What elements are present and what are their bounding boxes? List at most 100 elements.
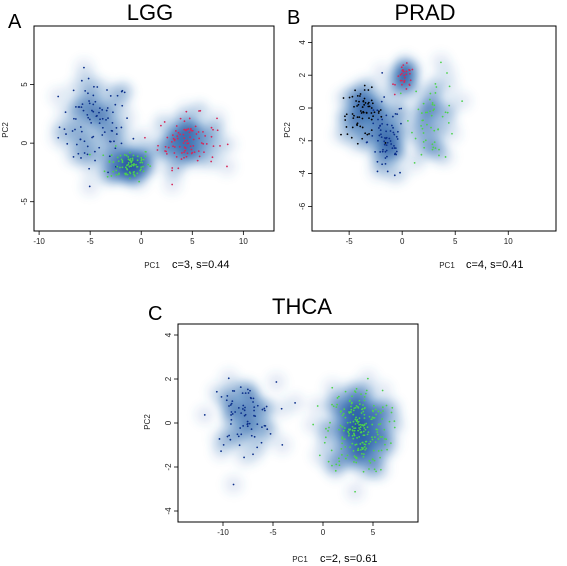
x-tick-label: 5 xyxy=(453,237,458,246)
x-tick-label: -5 xyxy=(87,237,95,246)
data-point xyxy=(379,411,382,414)
data-point xyxy=(396,138,399,140)
data-point xyxy=(101,134,104,136)
y-axis-label-c: PC2 xyxy=(143,414,152,430)
data-point xyxy=(112,161,115,163)
data-point xyxy=(183,128,186,131)
data-point xyxy=(264,424,267,427)
data-point xyxy=(355,456,358,459)
data-point xyxy=(377,118,379,121)
data-point xyxy=(80,130,83,133)
data-point xyxy=(79,138,82,141)
data-point xyxy=(352,437,355,440)
data-point xyxy=(172,137,175,140)
data-point xyxy=(362,99,365,102)
data-point xyxy=(362,404,364,406)
data-point xyxy=(351,126,354,129)
data-point xyxy=(409,79,412,82)
data-point xyxy=(376,170,379,173)
data-point xyxy=(66,142,69,145)
data-point xyxy=(403,74,406,77)
data-point xyxy=(354,427,357,430)
data-point xyxy=(327,430,329,432)
y-tick-label: 5 xyxy=(20,82,29,87)
data-point xyxy=(87,92,89,95)
data-point xyxy=(349,428,352,431)
data-point xyxy=(424,111,427,114)
x-tick-label: 0 xyxy=(321,528,326,537)
panel-b-prad: B PRAD PC2 PC1 c=4, s=0.41 -5 0 5 10 -6 -4 -2 0… xyxy=(283,0,557,271)
data-point xyxy=(440,61,442,64)
data-point xyxy=(88,185,91,188)
data-point xyxy=(80,79,83,82)
data-point xyxy=(165,150,168,153)
panel-a-lgg: A LGG PC2 PC1 c=3, s=0.44 -10 -5 0 5 10 -5 0 5 xyxy=(1,0,275,271)
data-point xyxy=(239,427,242,429)
data-point xyxy=(353,407,356,410)
data-point xyxy=(252,397,255,400)
data-point xyxy=(373,468,376,471)
data-point xyxy=(385,136,388,139)
data-point xyxy=(385,130,388,133)
data-point xyxy=(352,450,355,452)
data-point xyxy=(402,64,405,66)
density-layer xyxy=(329,51,474,187)
y-tick-label: -6 xyxy=(298,202,307,210)
data-point xyxy=(341,436,344,439)
data-point xyxy=(431,148,434,151)
data-point xyxy=(334,469,337,472)
data-point xyxy=(422,140,425,143)
data-point xyxy=(377,423,380,426)
data-point xyxy=(353,105,355,108)
data-point xyxy=(133,174,136,177)
data-point xyxy=(399,92,402,95)
x-axis-label-b: PC1 xyxy=(439,261,455,270)
data-point xyxy=(127,162,130,164)
data-point xyxy=(346,133,349,136)
data-point xyxy=(362,410,365,413)
data-point xyxy=(392,131,395,134)
data-point xyxy=(361,117,364,120)
data-point xyxy=(144,155,147,158)
panel-title-lgg: LGG xyxy=(127,0,173,25)
data-point xyxy=(372,458,374,461)
data-point xyxy=(420,153,423,156)
data-point xyxy=(381,418,384,420)
data-point xyxy=(368,105,371,108)
data-point xyxy=(103,170,106,173)
data-point xyxy=(362,455,365,458)
data-point xyxy=(336,397,339,399)
data-point xyxy=(77,152,80,155)
data-point xyxy=(136,155,139,158)
data-point xyxy=(160,124,162,127)
data-point xyxy=(176,135,179,138)
data-point xyxy=(188,117,191,120)
data-point xyxy=(192,138,195,141)
data-point xyxy=(432,146,435,149)
data-point xyxy=(433,108,436,111)
data-point xyxy=(400,107,403,110)
data-point xyxy=(220,395,223,398)
data-point xyxy=(175,125,178,127)
data-point xyxy=(101,108,104,111)
data-point xyxy=(121,159,124,162)
data-point xyxy=(261,408,264,411)
data-point xyxy=(63,128,66,131)
data-point xyxy=(374,150,376,153)
data-point xyxy=(225,399,228,402)
data-point xyxy=(361,126,364,129)
data-point xyxy=(388,137,391,140)
data-point xyxy=(243,456,245,459)
data-point xyxy=(366,426,369,429)
data-point xyxy=(395,150,398,153)
data-point xyxy=(379,456,381,459)
data-point xyxy=(123,153,126,156)
data-point xyxy=(384,162,387,165)
data-point xyxy=(377,139,379,142)
data-point xyxy=(176,137,179,140)
data-point xyxy=(372,115,374,118)
data-point xyxy=(430,114,433,117)
data-point xyxy=(140,166,143,169)
data-point xyxy=(434,83,437,85)
data-point xyxy=(253,435,256,438)
